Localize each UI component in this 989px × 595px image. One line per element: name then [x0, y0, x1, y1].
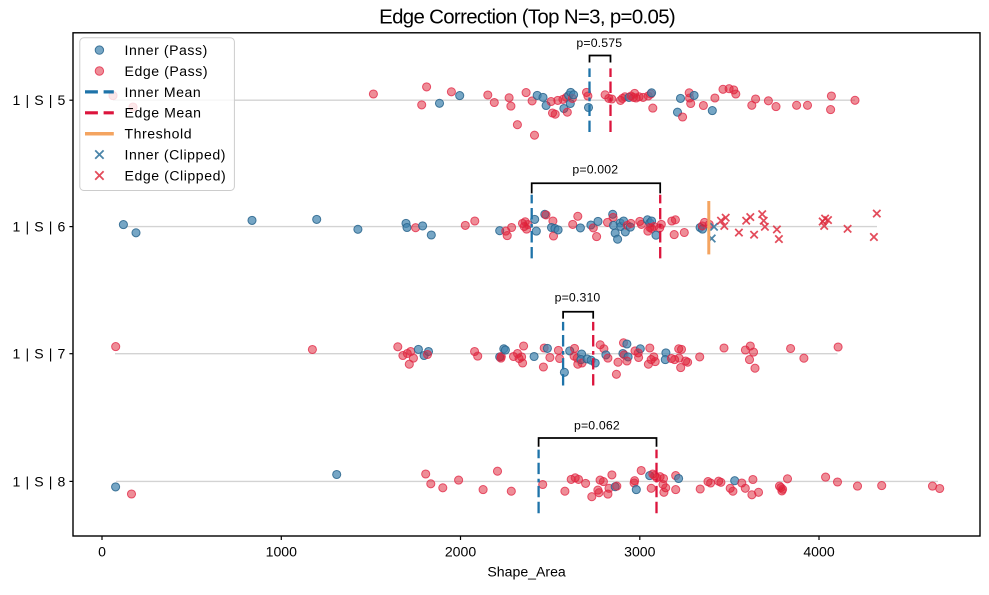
svg-text:p=0.002: p=0.002 — [572, 163, 618, 177]
svg-text:Edge Mean: Edge Mean — [125, 105, 202, 121]
svg-text:Inner (Pass): Inner (Pass) — [125, 42, 208, 58]
svg-text:p=0.062: p=0.062 — [574, 418, 620, 432]
svg-text:1 | S | 6: 1 | S | 6 — [13, 219, 66, 235]
svg-text:2000: 2000 — [445, 544, 477, 560]
svg-text:1 | S | 5: 1 | S | 5 — [13, 92, 66, 108]
svg-text:0: 0 — [98, 544, 106, 560]
svg-text:Edge (Clipped): Edge (Clipped) — [125, 167, 227, 183]
svg-text:Inner Mean: Inner Mean — [125, 84, 202, 100]
svg-text:3000: 3000 — [624, 544, 656, 560]
svg-text:p=0.575: p=0.575 — [576, 36, 622, 50]
svg-text:p=0.310: p=0.310 — [555, 291, 601, 305]
svg-text:1 | S | 7: 1 | S | 7 — [13, 346, 66, 362]
svg-text:1 | S | 8: 1 | S | 8 — [13, 473, 66, 489]
svg-text:Shape_Area: Shape_Area — [487, 563, 566, 579]
svg-text:4000: 4000 — [803, 544, 835, 560]
svg-text:Threshold: Threshold — [125, 126, 193, 142]
svg-text:Edge Correction (Top N=3, p=0.: Edge Correction (Top N=3, p=0.05) — [379, 7, 675, 29]
svg-text:1000: 1000 — [266, 544, 298, 560]
svg-text:Edge (Pass): Edge (Pass) — [125, 63, 209, 79]
svg-text:Inner (Clipped): Inner (Clipped) — [125, 147, 226, 163]
